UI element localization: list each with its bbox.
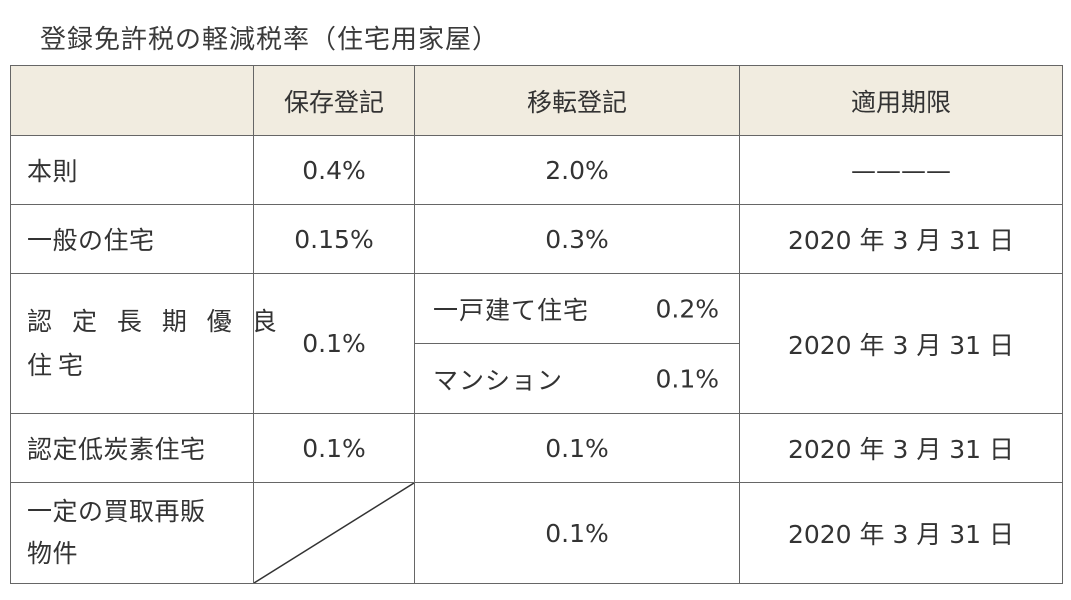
header-row: 保存登記 移転登記 適用期限 [10, 65, 1063, 136]
header-kigen: 適用期限 [739, 65, 1063, 136]
table-row: 一般の住宅 0.15% 0.3% 2020 年 3 月 31 日 [10, 204, 1063, 274]
row-label-line1: 認 定 長 期 優 良 [27, 306, 283, 336]
iten-sub-row: 一戸建て住宅 0.2% [415, 274, 739, 344]
header-hozon: 保存登記 [253, 65, 415, 136]
row-label: 本則 [10, 135, 254, 205]
page-title: 登録免許税の軽減税率（住宅用家屋） [40, 25, 500, 55]
row-label-line1: 一定の買取再販 [27, 497, 206, 526]
iten-sub-name: 一戸建て住宅 [433, 295, 590, 325]
iten-rate: 0.1% [414, 482, 740, 584]
not-applicable-cell [253, 482, 415, 584]
expiry-date: 2020 年 3 月 31 日 [739, 413, 1063, 483]
table-row: 認定低炭素住宅 0.1% 0.1% 2020 年 3 月 31 日 [10, 413, 1063, 483]
row-label: 認定低炭素住宅 [10, 413, 254, 483]
expiry-date: 2020 年 3 月 31 日 [739, 482, 1063, 584]
iten-sub-rate: 0.2% [655, 294, 719, 323]
hozon-rate: 0.15% [253, 204, 415, 274]
hozon-rate: 0.1% [253, 273, 415, 414]
expiry-date: ———— [739, 135, 1063, 205]
hozon-rate: 0.1% [253, 413, 415, 483]
expiry-date: 2020 年 3 月 31 日 [739, 204, 1063, 274]
iten-sub-rate: 0.1% [655, 364, 719, 393]
iten-rate: 0.1% [414, 413, 740, 483]
iten-rate: 2.0% [414, 135, 740, 205]
iten-rate: 0.3% [414, 204, 740, 274]
expiry-date: 2020 年 3 月 31 日 [739, 273, 1063, 414]
header-blank-cell [10, 65, 254, 136]
table-row: 本則 0.4% 2.0% ———— [10, 135, 1063, 205]
hozon-rate: 0.4% [253, 135, 415, 205]
iten-rate-split: 一戸建て住宅 0.2% マンション 0.1% [414, 273, 740, 414]
row-label: 一般の住宅 [10, 204, 254, 274]
header-iten: 移転登記 [414, 65, 740, 136]
table-row: 一定の買取再販 物件 0.1% 2020 年 3 月 31 日 [10, 482, 1063, 584]
diagonal-slash-icon [254, 483, 414, 583]
row-label: 認 定 長 期 優 良 住宅 [10, 273, 283, 414]
table-row: 認 定 長 期 優 良 住宅 0.1% 一戸建て住宅 0.2% マンション 0.… [10, 273, 1063, 414]
iten-sub-row: マンション 0.1% [415, 344, 739, 413]
tax-rate-table: 保存登記 移転登記 適用期限 本則 0.4% 2.0% ———— 一般の住宅 0… [10, 65, 1063, 584]
row-label: 一定の買取再販 物件 [10, 482, 254, 584]
iten-sub-name: マンション [433, 365, 564, 395]
row-label-line2: 物件 [27, 539, 79, 568]
row-label-line2: 住宅 [27, 350, 90, 380]
